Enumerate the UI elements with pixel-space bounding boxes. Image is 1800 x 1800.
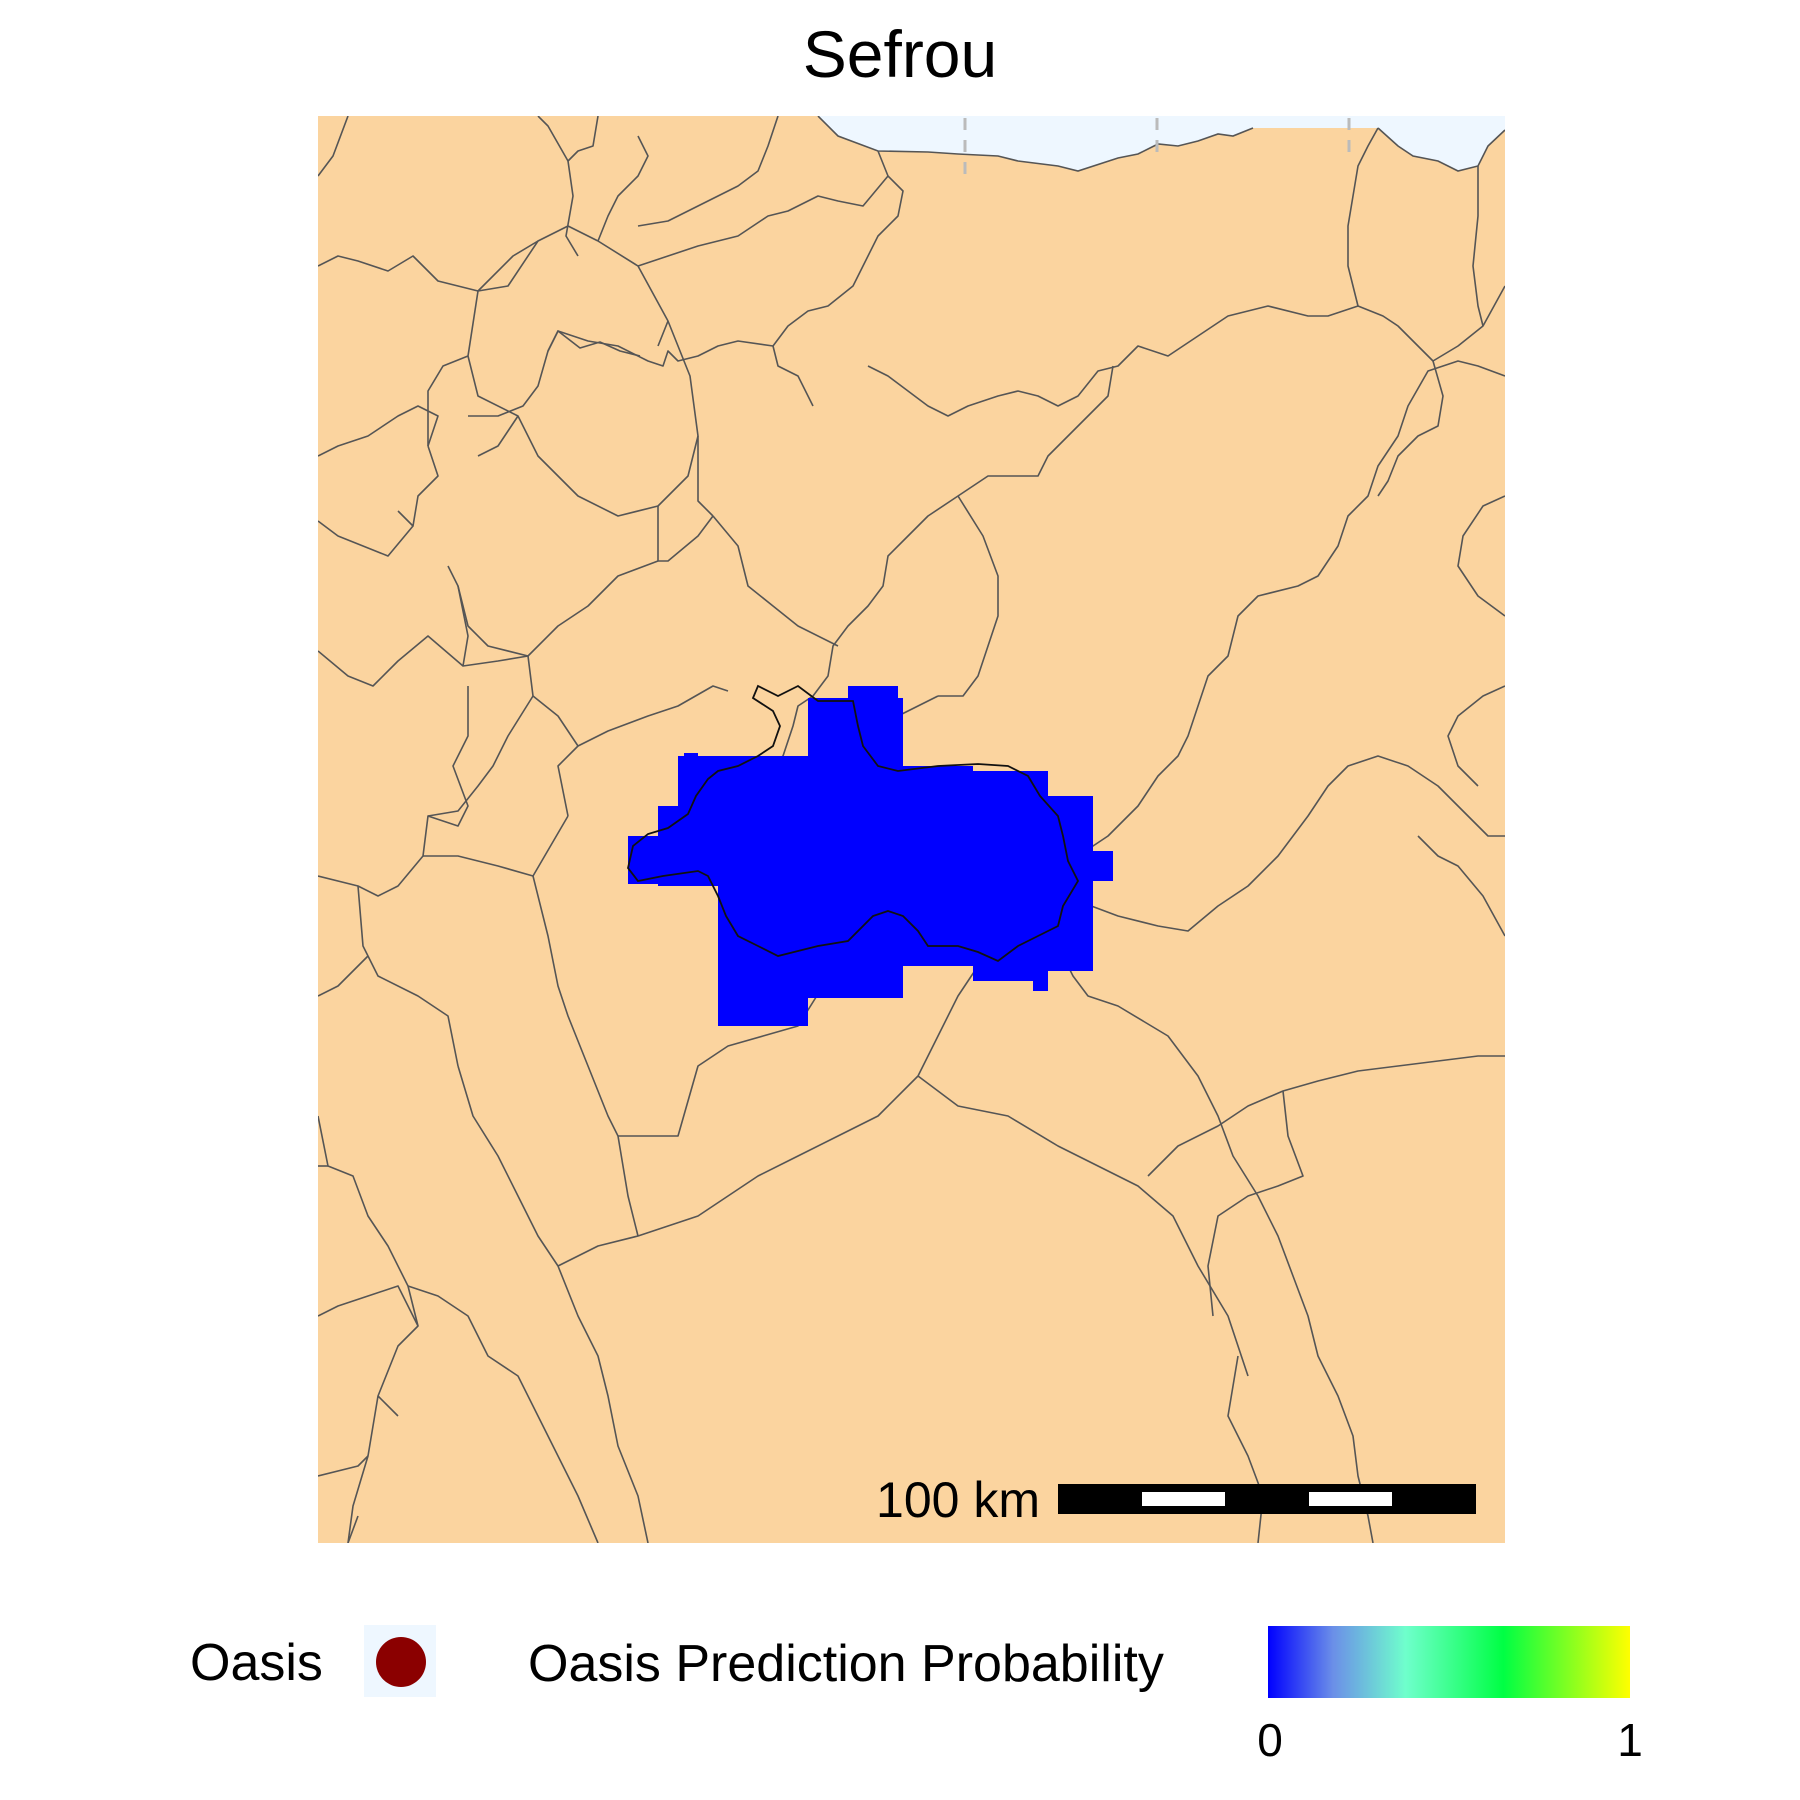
colorbar-tick-max: 1	[1617, 1714, 1643, 1766]
scale-bar	[1058, 1484, 1476, 1514]
legend-oasis-label: Oasis	[190, 1634, 323, 1692]
coastline	[817, 116, 1505, 172]
scale-bar-label: 100 km	[876, 1472, 1040, 1528]
probability-colorbar	[1268, 1626, 1630, 1698]
oasis-point-icon	[376, 1637, 426, 1687]
map-canvas	[318, 116, 1505, 1543]
graticule-ticks	[963, 118, 1351, 176]
admin-borders	[318, 116, 1505, 1543]
sefrou-boundary	[627, 684, 1080, 963]
colorbar-tick-min: 0	[1257, 1714, 1283, 1766]
sefrou-prediction-area	[628, 686, 1113, 1026]
map-title: Sefrou	[802, 17, 998, 91]
map-panel[interactable]	[318, 116, 1505, 1543]
legend-probability-label: Oasis Prediction Probability	[528, 1635, 1164, 1693]
legend-oasis-key	[364, 1625, 436, 1697]
sea-area	[318, 116, 1505, 171]
